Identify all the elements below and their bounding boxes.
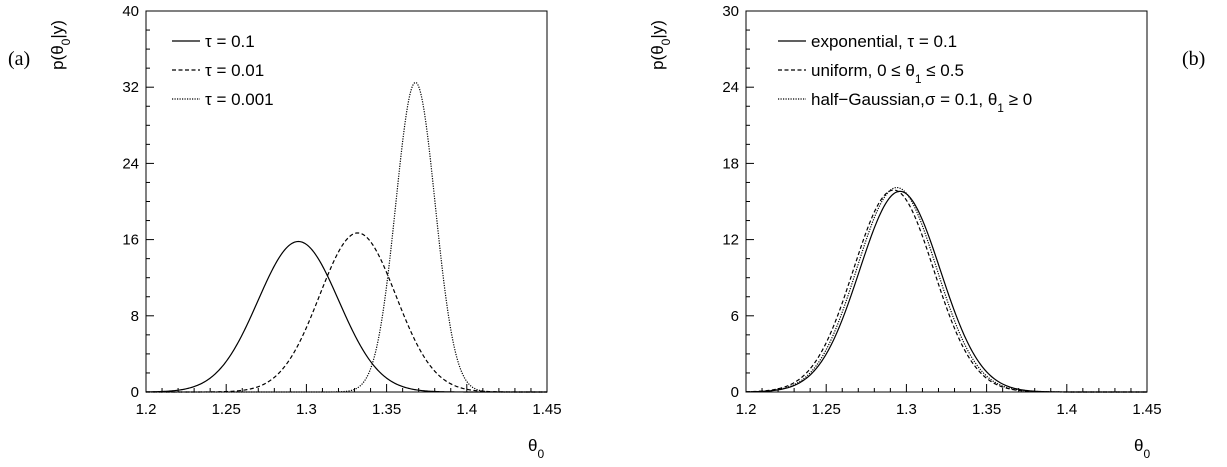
series-line-3	[146, 81, 547, 393]
legend-label: uniform, 0 ≤ θ1 ≤ 0.5	[811, 61, 964, 86]
y-tick-label: 30	[722, 3, 739, 20]
panel-label: (a)	[8, 48, 30, 70]
y-tick-label: 32	[122, 79, 139, 96]
legend-label: exponential, τ = 0.1	[811, 32, 957, 51]
x-axis-label: θ0	[1134, 436, 1150, 461]
series-line-2	[146, 232, 547, 393]
x-tick-label: 1.35	[372, 401, 401, 418]
x-tick-label: 1.3	[896, 401, 917, 418]
y-tick-label: 6	[731, 308, 739, 325]
legend-label: half−Gaussian,σ = 0.1, θ1 ≥ 0	[811, 90, 1032, 115]
x-tick-label: 1.25	[812, 401, 841, 418]
y-tick-label: 12	[722, 232, 739, 249]
x-tick-label: 1.3	[296, 401, 317, 418]
x-tick-label: 1.25	[212, 401, 241, 418]
y-tick-label: 0	[131, 384, 139, 401]
series-line-1	[145, 240, 547, 393]
series-line-2	[745, 189, 1147, 393]
y-axis-label: p(θ0|y)	[48, 20, 73, 70]
y-tick-label: 16	[122, 232, 139, 249]
x-tick-label: 1.2	[136, 401, 157, 418]
y-tick-label: 24	[122, 155, 139, 172]
y-tick-label: 24	[722, 79, 739, 96]
x-tick-label: 1.4	[456, 401, 477, 418]
series-line-3	[745, 186, 1147, 393]
chart-panel-a: 1.2 1.25 1.3 1.35 1.4 1.45 0 8 16 24 32 40 θ0 p(θ0|y)…	[8, 3, 562, 461]
legend-label: τ = 0.01	[205, 61, 264, 80]
y-axis-label: p(θ0|y)	[648, 20, 673, 70]
series-line-1	[745, 190, 1147, 393]
x-axis-label: θ0	[528, 436, 544, 461]
y-tick-label: 40	[122, 3, 139, 20]
y-tick-label: 8	[131, 308, 139, 325]
x-tick-label: 1.35	[972, 401, 1001, 418]
x-tick-label: 1.45	[532, 401, 561, 418]
panel-label: (b)	[1182, 48, 1205, 70]
legend-label: τ = 0.001	[205, 90, 274, 109]
x-tick-label: 1.45	[1132, 401, 1161, 418]
y-tick-label: 0	[731, 384, 739, 401]
legend-label: τ = 0.1	[205, 32, 255, 51]
chart-panel-b: 1.2 1.25 1.3 1.35 1.4 1.45 0 6 12 18 24 30 θ0 p(θ0|y)…	[648, 3, 1205, 461]
x-tick-label: 1.4	[1056, 401, 1077, 418]
y-tick-label: 18	[722, 155, 739, 172]
x-tick-label: 1.2	[736, 401, 757, 418]
